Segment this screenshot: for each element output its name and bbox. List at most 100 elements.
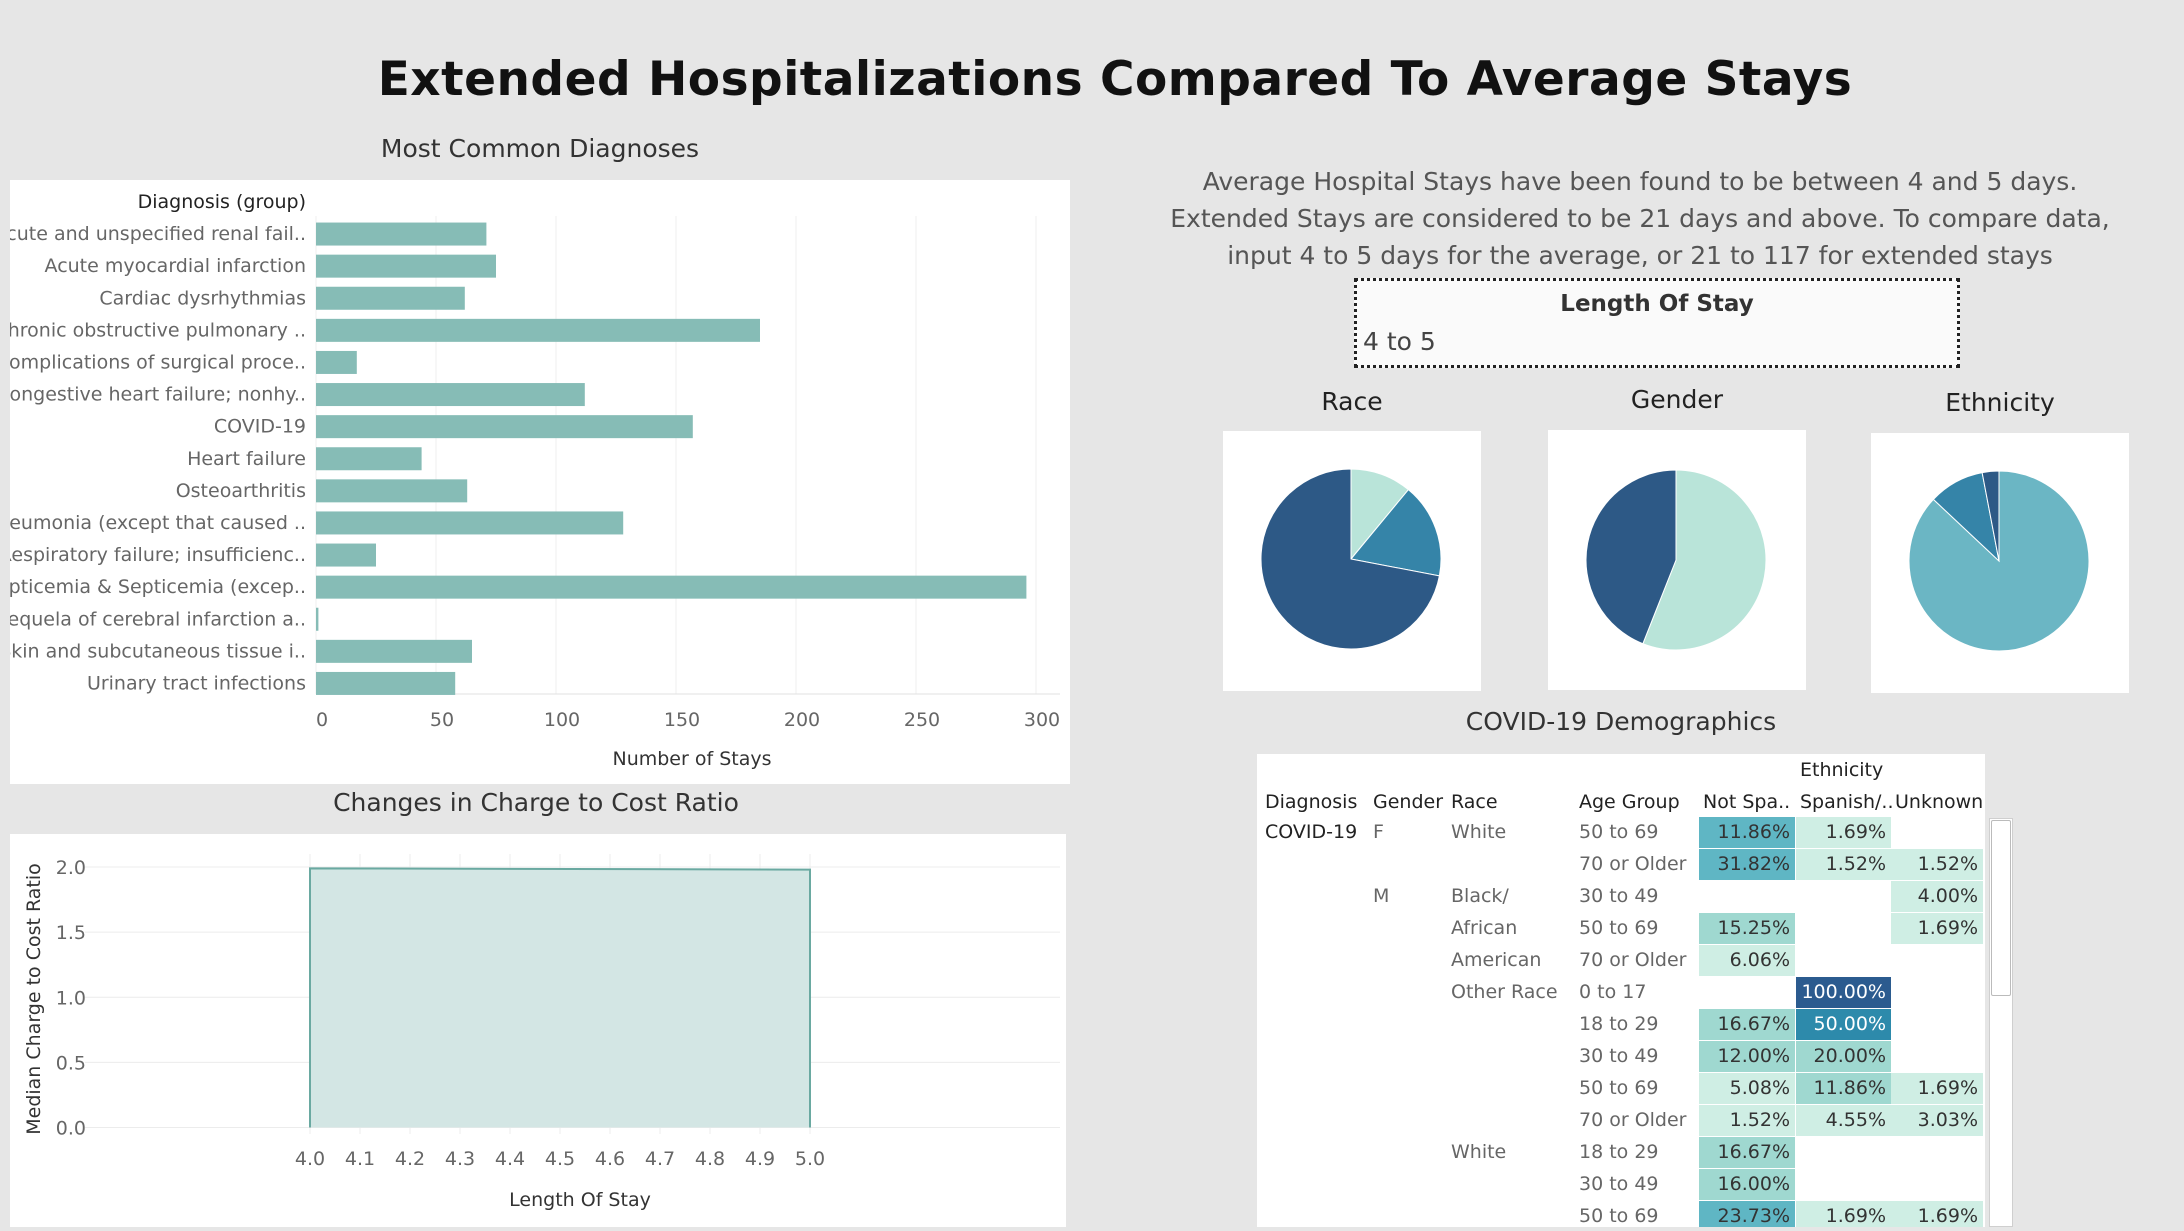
bar xyxy=(316,479,468,503)
category-label: Septicemia & Septicemia (excep.. xyxy=(10,576,306,598)
x-tick-label: 250 xyxy=(904,709,940,731)
bar xyxy=(316,350,357,374)
table-title: COVID-19 Demographics xyxy=(1465,707,1777,736)
value-cell: 23.73% xyxy=(1699,1201,1795,1227)
value-cell: 50.00% xyxy=(1796,1009,1891,1040)
y-tick-label: 0.5 xyxy=(56,1052,86,1074)
category-label: Acute myocardial infarction xyxy=(45,255,306,277)
ethnicity-pie-panel xyxy=(1871,433,2129,693)
value-cell: 6.06% xyxy=(1699,945,1795,976)
y-tick-label: 1.5 xyxy=(56,922,86,944)
y-tick-label: 1.0 xyxy=(56,987,86,1009)
category-label: COVID-19 xyxy=(214,416,306,438)
dashboard-title: Extended Hospitalizations Compared To Av… xyxy=(377,52,1853,107)
age-group-cell: 50 to 69 xyxy=(1579,917,1659,939)
x-axis-title: Number of Stays xyxy=(612,748,771,770)
pie-slice xyxy=(1260,468,1440,650)
race-cell: Black/ xyxy=(1451,885,1509,907)
bar xyxy=(316,543,376,567)
column-header: Race xyxy=(1451,791,1498,813)
category-label: Cardiac dysrhythmias xyxy=(99,287,306,309)
x-tick-label: 4.7 xyxy=(645,1148,675,1170)
bar xyxy=(316,254,496,278)
race-cell: White xyxy=(1451,821,1507,843)
category-label: Skin and subcutaneous tissue i.. xyxy=(10,640,306,662)
bar xyxy=(316,318,760,342)
x-tick-label: 4.8 xyxy=(695,1148,725,1170)
column-header: Diagnosis xyxy=(1265,791,1358,813)
filter-input[interactable]: 4 to 5 xyxy=(1363,327,1436,356)
age-group-cell: 50 to 69 xyxy=(1579,821,1659,843)
column-header: Gender xyxy=(1373,791,1444,813)
x-tick-label: 5.0 xyxy=(795,1148,825,1170)
x-tick-label: 4.0 xyxy=(295,1148,325,1170)
covid-demographics-table[interactable]: Ethnicity Diagnosis Gender Race Age Group Not… xyxy=(1257,754,1985,1227)
y-tick-label: 0.0 xyxy=(56,1117,86,1139)
value-cell: 15.25% xyxy=(1699,913,1795,944)
pie-slice xyxy=(1642,469,1767,651)
column-header: Spanish/.. xyxy=(1800,791,1894,813)
category-label: Congestive heart failure; nonhy.. xyxy=(10,384,306,406)
value-cell: 11.86% xyxy=(1699,817,1795,848)
age-group-cell: 70 or Older xyxy=(1579,853,1687,875)
value-cell: 1.69% xyxy=(1891,1073,1983,1104)
bar xyxy=(316,222,487,246)
length-of-stay-filter[interactable]: Length Of Stay 4 to 5 xyxy=(1354,278,1960,368)
race-pie-title: Race xyxy=(1321,387,1383,416)
category-label: Pneumonia (except that caused .. xyxy=(10,512,306,534)
age-group-cell: 50 to 69 xyxy=(1579,1077,1659,1099)
table-scrollbar-thumb[interactable] xyxy=(1991,820,2011,996)
age-group-cell: 30 to 49 xyxy=(1579,885,1659,907)
pie-slice xyxy=(1981,470,2000,562)
area-chart-panel: 0.0 0.5 1.0 1.5 2.0 4.0 4.1 4.2 4.3 4.4 4.5 4.6 4.7 4… xyxy=(10,834,1066,1227)
value-cell: 1.52% xyxy=(1891,849,1983,880)
age-group-cell: 30 to 49 xyxy=(1579,1045,1659,1067)
value-cell: 1.69% xyxy=(1891,913,1983,944)
x-tick-label: 4.5 xyxy=(545,1148,575,1170)
value-cell: 1.52% xyxy=(1699,1105,1795,1136)
x-tick-label: 200 xyxy=(784,709,820,731)
value-cell: 16.67% xyxy=(1699,1137,1795,1168)
category-label: Respiratory failure; insufficienc.. xyxy=(10,544,306,566)
value-cell: 20.00% xyxy=(1796,1041,1891,1072)
x-tick-label: 150 xyxy=(664,709,700,731)
x-tick-label: 0 xyxy=(316,709,328,731)
value-cell: 100.00% xyxy=(1796,977,1891,1008)
x-tick-label: 4.9 xyxy=(745,1148,775,1170)
y-axis-title: Median Charge to Cost Ratio xyxy=(23,863,45,1135)
x-tick-label: 4.6 xyxy=(595,1148,625,1170)
x-tick-label: 4.1 xyxy=(345,1148,375,1170)
ethnicity-header: Ethnicity xyxy=(1800,759,1884,781)
bar xyxy=(316,286,465,310)
column-header: Age Group xyxy=(1579,791,1680,813)
bar-chart-panel: 0 50 100 150 200 250 300 Diagnosis (group) Acute… xyxy=(0,180,1070,784)
area-line xyxy=(309,867,811,1128)
race-cell: White xyxy=(1451,1141,1507,1163)
value-cell: 11.86% xyxy=(1796,1073,1891,1104)
ethnicity-pie-title: Ethnicity xyxy=(1945,388,2055,417)
bar-chart-title: Most Common Diagnoses xyxy=(380,134,700,163)
age-group-cell: 18 to 29 xyxy=(1579,1013,1659,1035)
y-tick-label: 2.0 xyxy=(56,857,86,879)
age-group-cell: 18 to 29 xyxy=(1579,1141,1659,1163)
value-cell: 1.69% xyxy=(1796,1201,1891,1227)
x-tick-label: 100 xyxy=(544,709,580,731)
bar xyxy=(316,575,1027,599)
age-group-cell: 70 or Older xyxy=(1579,1109,1687,1131)
race-cell: African xyxy=(1451,917,1518,939)
bar xyxy=(316,639,472,663)
value-cell: 4.55% xyxy=(1796,1105,1891,1136)
bar xyxy=(316,607,319,631)
category-label: Sequela of cerebral infarction a.. xyxy=(10,608,306,630)
age-group-cell: 30 to 49 xyxy=(1579,1173,1659,1195)
value-cell: 12.00% xyxy=(1699,1041,1795,1072)
x-tick-label: 4.3 xyxy=(445,1148,475,1170)
race-pie-chart xyxy=(1260,468,1442,650)
value-cell: 31.82% xyxy=(1699,849,1795,880)
value-cell: 16.67% xyxy=(1699,1009,1795,1040)
ethnicity-pie-chart xyxy=(1908,470,2090,652)
x-axis-title: Length Of Stay xyxy=(509,1189,651,1211)
category-label: Acute and unspecified renal fail.. xyxy=(10,223,306,245)
diagnosis-cell: COVID-19 xyxy=(1265,821,1358,843)
category-label: Chronic obstructive pulmonary .. xyxy=(10,319,306,341)
